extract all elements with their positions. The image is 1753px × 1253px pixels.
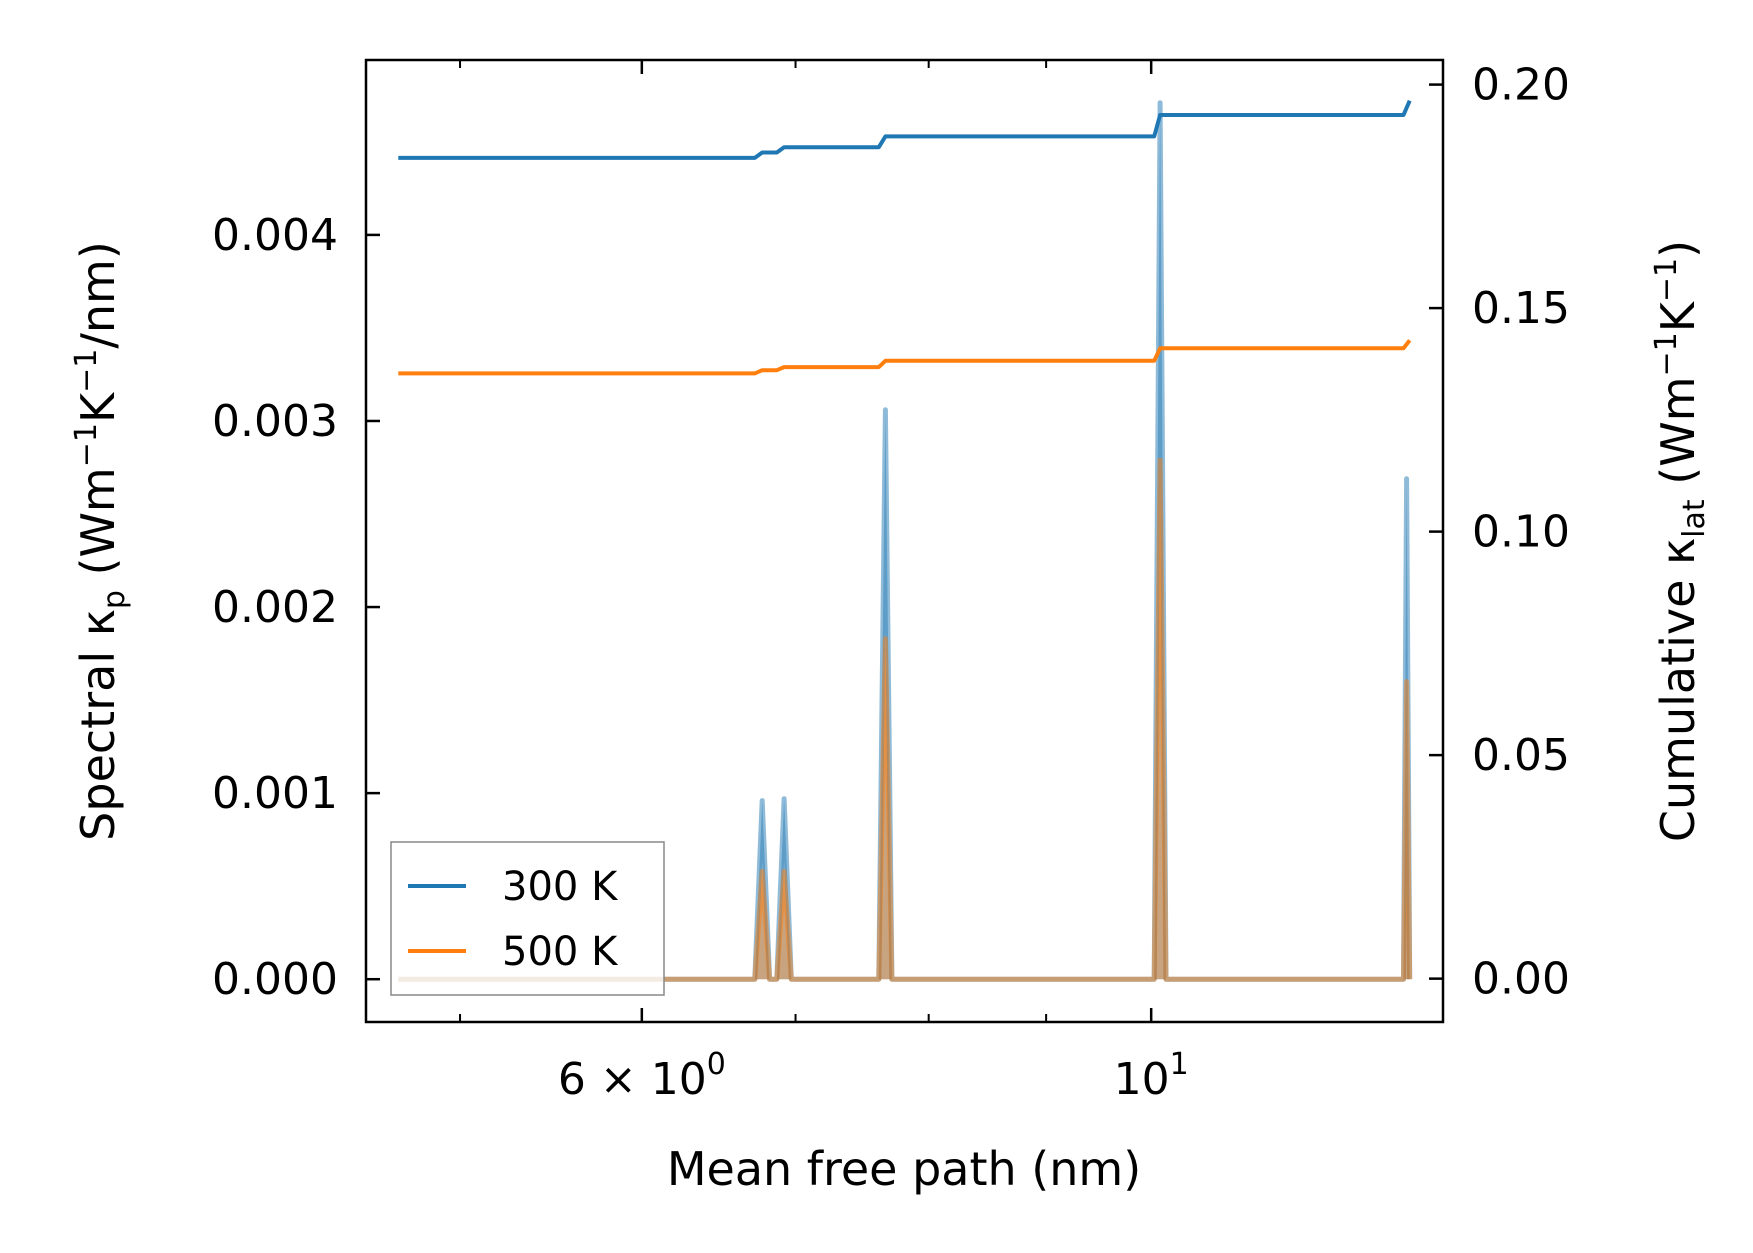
x-axis-ticks: 6 × 100 101: [459, 60, 1189, 1105]
legend-frame: [390, 841, 665, 996]
y-right-label-part: ): [1651, 240, 1705, 258]
spectral-lines: [398, 100, 1413, 982]
plot-frame: [364, 58, 1445, 1024]
legend-label-500k: 500 K: [502, 929, 619, 975]
y-right-label-part: Cumulative κ: [1651, 538, 1705, 842]
y-right-tick-label: 0.15: [1472, 283, 1570, 334]
y-left-label-superscript: −1: [69, 349, 104, 393]
legend: 300 K 500 K: [390, 841, 665, 996]
y-left-tick-label: 0.001: [212, 768, 338, 819]
x-tick-label-base: 6 × 10: [558, 1054, 707, 1105]
x-tick-label-exponent: 0: [707, 1047, 726, 1082]
x-axis-label: Mean free path (nm): [667, 1142, 1141, 1196]
y-left-label-part: (Wm: [71, 467, 125, 590]
cumulative-line-300k: [398, 99, 1412, 160]
y-right-label-superscript: −1: [1649, 258, 1684, 302]
y-left-label-part: /nm): [71, 241, 125, 348]
y-left-tick-label: 0.003: [212, 396, 338, 447]
y-right-tick-label: 0.20: [1472, 60, 1570, 111]
legend-label-300k: 300 K: [502, 864, 619, 910]
y-right-axis-ticks: 0.00 0.05 0.10 0.15 0.20: [1429, 60, 1570, 1005]
x-tick-label-exponent: 1: [1170, 1047, 1189, 1082]
y-right-tick-label: 0.00: [1472, 954, 1570, 1005]
y-right-label-subscript: lat: [1677, 499, 1712, 538]
y-left-label-part: K: [71, 391, 125, 423]
y-right-tick-label: 0.10: [1472, 507, 1570, 558]
cumulative-line-500k: [398, 339, 1412, 376]
x-tick-label-base: 10: [1114, 1054, 1170, 1105]
y-right-label-superscript: −1: [1649, 332, 1684, 376]
y-right-axis-label: Cumulative κlat (Wm−1K−1): [1649, 240, 1712, 842]
y-right-tick-label: 0.05: [1472, 730, 1570, 781]
x-tick-label: 101: [1114, 1047, 1189, 1105]
y-left-tick-label: 0.004: [212, 210, 338, 261]
y-left-label-part: Spectral κ: [71, 609, 125, 841]
y-left-tick-label: 0.002: [212, 582, 338, 633]
y-left-tick-label: 0.000: [212, 954, 338, 1005]
cumulative-lines: [398, 99, 1412, 376]
y-left-label-superscript: −1: [69, 423, 104, 467]
y-right-label-part: K: [1651, 300, 1705, 332]
x-tick-label: 6 × 100: [558, 1047, 726, 1105]
y-left-axis-ticks: 0.000 0.001 0.002 0.003 0.004: [212, 210, 380, 1005]
spectral-line-500k: [398, 457, 1413, 982]
y-left-axis-label: Spectral κp (Wm−1K−1/nm): [69, 241, 132, 841]
plot-area: [398, 99, 1413, 982]
y-right-label-part: (Wm: [1651, 376, 1705, 499]
y-left-label-subscript: p: [97, 590, 132, 609]
